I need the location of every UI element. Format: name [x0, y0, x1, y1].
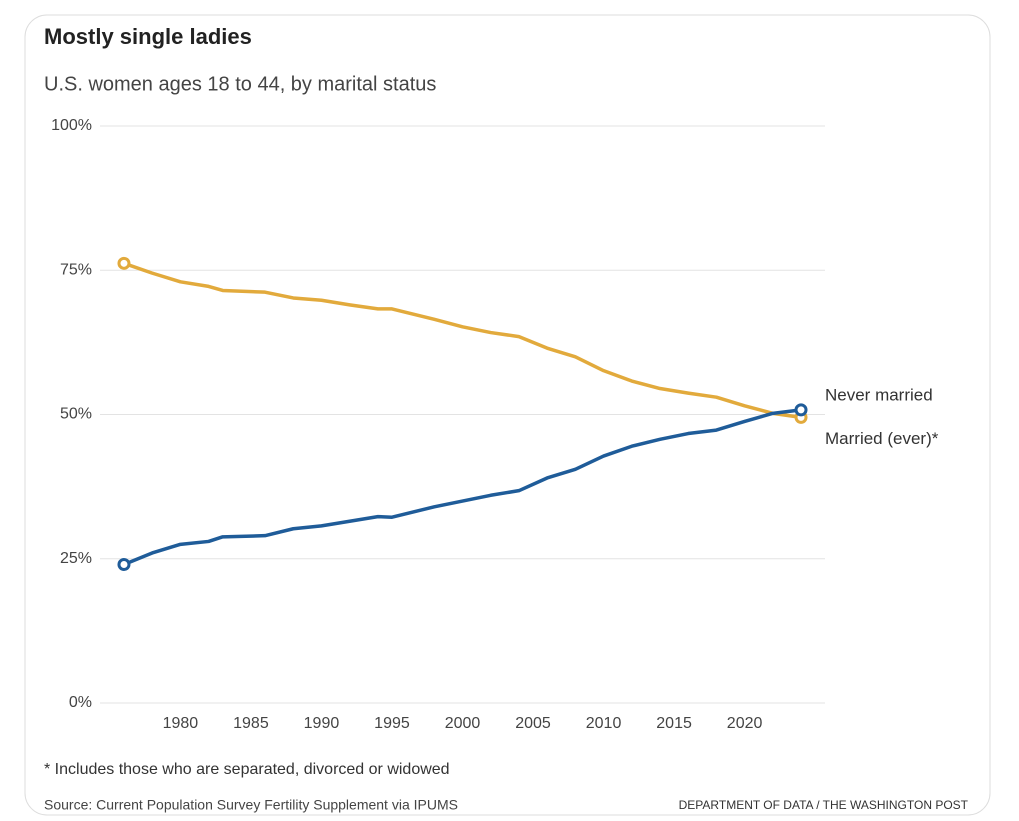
source: Source: Current Population Survey Fertil… [44, 797, 458, 813]
y-tick-label: 50% [60, 406, 92, 423]
line [123, 261, 802, 420]
y-tick-label: 25% [60, 550, 92, 567]
y-tick-label: 75% [60, 261, 92, 278]
legend-label: Never married [825, 385, 933, 404]
x-tick-label: 2000 [445, 715, 481, 732]
x-tick-label: 2015 [656, 715, 692, 732]
line [123, 408, 802, 567]
x-tick-label: 1980 [163, 715, 199, 732]
end-marker [117, 558, 131, 572]
end-marker [117, 256, 131, 270]
x-tick-label: 1995 [374, 715, 410, 732]
x-tick-label: 2020 [727, 715, 763, 732]
legend-label: Married (ever)* [825, 429, 939, 448]
y-tick-label: 100% [51, 117, 92, 134]
footnote: * Includes those who are separated, divo… [44, 761, 450, 778]
x-tick-label: 2010 [586, 715, 622, 732]
credit: DEPARTMENT OF DATA / THE WASHINGTON POST [679, 798, 969, 812]
chart-subtitle: U.S. women ages 18 to 44, by marital sta… [44, 73, 436, 95]
y-tick-label: 0% [69, 694, 92, 711]
x-tick-label: 1985 [233, 715, 269, 732]
x-tick-label: 1990 [304, 715, 340, 732]
x-tick-label: 2005 [515, 715, 551, 732]
chart-title: Mostly single ladies [44, 24, 252, 49]
end-marker [794, 403, 808, 417]
